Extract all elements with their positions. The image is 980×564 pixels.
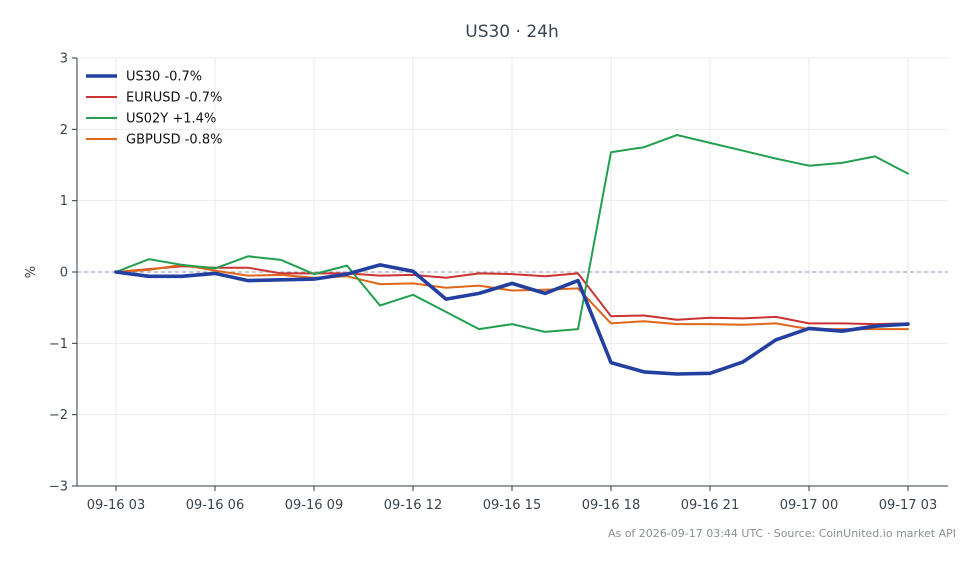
series-line (115, 134, 909, 333)
x-tick-label: 09-16 18 (582, 498, 640, 513)
y-axis-label: % (24, 266, 39, 278)
y-tick-label: 1 (60, 194, 68, 209)
y-axis-ticks: 3 2 1 0 −1 −2 −3 (49, 52, 77, 495)
series-line (114, 263, 910, 376)
x-tick-label: 09-16 03 (87, 498, 145, 513)
y-tick-label: 3 (60, 52, 68, 67)
chart-title: US30 · 24h (465, 22, 558, 42)
series-lines (114, 134, 910, 376)
series-line (115, 263, 909, 331)
x-tick-label: 09-16 12 (384, 498, 442, 513)
x-tick-label: 09-16 09 (285, 498, 343, 513)
legend-label: GBPUSD -0.8% (126, 133, 222, 148)
x-tick-label: 09-16 21 (681, 498, 739, 513)
series-line (115, 265, 909, 326)
y-tick-label: 0 (60, 266, 68, 281)
y-tick-label: −2 (49, 408, 68, 423)
legend-label: US30 -0.7% (126, 70, 202, 85)
legend-label: EURUSD -0.7% (126, 91, 222, 106)
x-axis-ticks: 09-16 03 09-16 06 09-16 09 09-16 12 09-16 15… (87, 486, 937, 513)
x-tick-label: 09-16 06 (186, 498, 244, 513)
y-tick-label: −1 (49, 337, 68, 352)
legend: US30 -0.7% EURUSD -0.7% US02Y +1.4% GBPUSD … (86, 70, 222, 148)
y-tick-label: −3 (49, 480, 68, 495)
x-tick-label: 09-17 03 (879, 498, 937, 513)
x-tick-label: 09-17 00 (780, 498, 838, 513)
x-tick-label: 09-16 15 (483, 498, 541, 513)
legend-label: US02Y +1.4% (126, 112, 216, 127)
source-footer: As of 2026-09-17 03:44 UTC · Source: Coi… (608, 527, 956, 540)
y-tick-label: 2 (60, 123, 68, 138)
